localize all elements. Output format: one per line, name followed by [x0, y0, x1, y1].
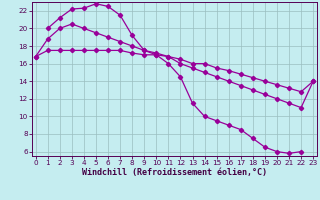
- X-axis label: Windchill (Refroidissement éolien,°C): Windchill (Refroidissement éolien,°C): [82, 168, 267, 177]
